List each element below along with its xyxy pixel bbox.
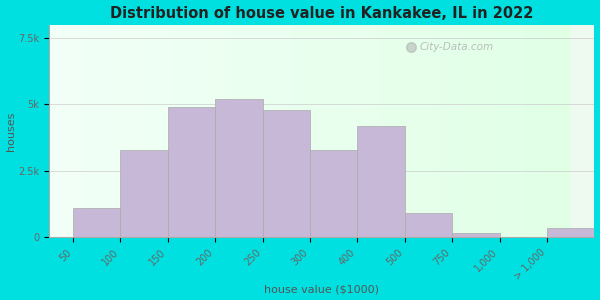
- Bar: [358, 126, 405, 237]
- Bar: [405, 213, 452, 237]
- Bar: [263, 110, 310, 237]
- Bar: [452, 233, 500, 237]
- Bar: [168, 107, 215, 237]
- Bar: [547, 228, 595, 237]
- Y-axis label: houses: houses: [5, 111, 16, 151]
- Text: City-Data.com: City-Data.com: [420, 41, 494, 52]
- Bar: [215, 99, 263, 237]
- X-axis label: house value ($1000): house value ($1000): [265, 284, 379, 294]
- Bar: [310, 150, 358, 237]
- Title: Distribution of house value in Kankakee, IL in 2022: Distribution of house value in Kankakee,…: [110, 6, 533, 21]
- Bar: [73, 208, 121, 237]
- Bar: [121, 150, 168, 237]
